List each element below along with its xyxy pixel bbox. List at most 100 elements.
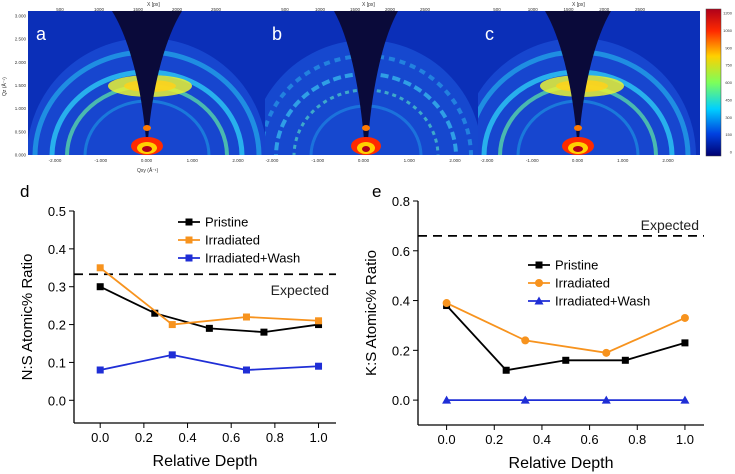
data-point-pristine: [621, 356, 629, 364]
colorbar-tick-label: 1050: [723, 28, 733, 33]
chart-e: e 0.0 0.2 0.4 0.6 0.8 1.0 0.0 0.2 0.4 0.6 0.8 Relat…: [363, 182, 704, 472]
y-tick-label: 0.2: [48, 318, 66, 333]
heatmap-top-tick-label: 1000: [94, 7, 105, 12]
data-point-wash: [242, 366, 250, 374]
heatmap-bottom-tick-label: 2.000: [232, 158, 244, 163]
x-tick-label: 0.0: [438, 432, 456, 447]
legend-marker-wash: [185, 254, 193, 262]
x-tick-label: 0.4: [533, 432, 551, 447]
heatmap-left-axis: Qz (Å⁻¹) 3.000 2.500 2.000 1.500 1.000 0.500 0…: [1, 14, 26, 158]
colorbar-tick-label: 150: [725, 132, 732, 137]
legend-label-pristine: Pristine: [555, 258, 598, 273]
x-tick-label: 0.4: [178, 430, 196, 445]
heatmap-left-tick-label: 2.000: [15, 60, 27, 65]
heatmap-top-tick-label: 500: [281, 7, 289, 12]
panel-label-e: e: [372, 182, 381, 201]
heatmap-left-tick-label: 2.500: [15, 37, 27, 42]
data-point-pristine: [205, 324, 213, 332]
legend-marker-irradiated: [185, 236, 193, 244]
heatmap-bottom-axis-title: Qxy (Å⁻¹): [137, 167, 159, 174]
y-tick-label: 0.8: [392, 194, 410, 209]
legend-label-wash: Irradiated+Wash: [205, 251, 300, 266]
x-tick-label: 0.8: [266, 430, 284, 445]
data-point-pristine: [96, 283, 104, 291]
x-tick-label: 0.0: [91, 430, 109, 445]
heatmap-bottom-axis: -2.000 -1.000 0.000 1.000 2.000 -2.000 -1.000 0…: [49, 158, 675, 174]
heatmap-bottom-tick-label: 0.000: [141, 158, 153, 163]
series-line-irradiated: [446, 302, 686, 354]
x-axis-label: Relative Depth: [509, 455, 614, 472]
y-tick-label: 0.4: [48, 242, 66, 257]
data-point-wash: [315, 362, 323, 370]
heatmap-bottom-tick-label: -1.000: [94, 158, 107, 163]
heatmap-top-tick-label: 2000: [599, 7, 610, 12]
y-tick-label: 0.0: [48, 393, 66, 408]
heatmap-top-tick-label: 2000: [385, 7, 396, 12]
data-point-irradiated: [521, 336, 530, 345]
heatmap-top-tick-label: 500: [493, 7, 501, 12]
data-point-pristine: [502, 366, 510, 374]
heatmap-bottom-tick-label: 1.000: [187, 158, 199, 163]
heatmap-left-tick-label: 0.500: [15, 129, 27, 134]
heatmap-top-tick-label: 1500: [133, 7, 144, 12]
heatmap-top-tick-label: 1000: [528, 7, 539, 12]
series-line-irradiated: [99, 267, 319, 326]
panel-label-b: b: [272, 24, 282, 44]
y-tick-label: 0.2: [392, 343, 410, 358]
x-tick-label: 1.0: [309, 430, 327, 445]
data-point-pristine: [151, 309, 159, 317]
heatmap-top-tick-label: 2500: [635, 7, 646, 12]
heatmap-top-tick-label: 1500: [563, 7, 574, 12]
y-tick-label: 0.6: [392, 244, 410, 259]
heatmap-bottom-tick-label: -2.000: [49, 158, 62, 163]
x-tick-label: 0.6: [581, 432, 599, 447]
y-tick-label: 0.3: [48, 280, 66, 295]
data-point-wash: [601, 395, 611, 404]
heatmap-bottom-tick-label: -2.000: [481, 158, 494, 163]
colorbar: 1200 1050 900 750 600 450 300 150 0: [705, 8, 733, 157]
heatmap-bottom-tick-label: -1.000: [526, 158, 539, 163]
giwaxs-heatmap-strip: X [px] X [px] X [px] 500 1000 1500 2000 2500…: [1, 2, 733, 174]
colorbar-tick-label: 0: [730, 150, 733, 155]
colorbar-tick-label: 300: [725, 115, 732, 120]
heatmap-bottom-tick-label: -2.000: [266, 158, 279, 163]
y-tick-label: 0.1: [48, 355, 66, 370]
heatmap-top-tick-label: 500: [56, 7, 64, 12]
chart-d: d 0.0 0.2 0.4 0.6 0.8 1.0 0.0 0.1 0.2 0.3 0.4 0.5 Re…: [19, 182, 336, 470]
data-point-wash: [680, 395, 690, 404]
colorbar-tick-label: 1200: [723, 11, 733, 16]
heatmap-top-axis-title: X [px]: [362, 2, 375, 8]
data-point-pristine: [260, 328, 268, 336]
data-point-wash: [168, 351, 176, 359]
data-point-pristine: [562, 356, 570, 364]
panel-label-c: c: [485, 24, 494, 44]
heatmap-panel-a: [28, 11, 265, 155]
data-point-irradiated: [242, 313, 250, 321]
data-point-wash: [520, 395, 530, 404]
x-tick-label: 0.2: [485, 432, 503, 447]
heatmap-left-tick-label: 1.500: [15, 83, 27, 88]
heatmap-top-tick-label: 1000: [315, 7, 326, 12]
heatmap-bottom-tick-label: 1.000: [404, 158, 416, 163]
colorbar-tick-label: 600: [725, 80, 732, 85]
legend-label-pristine: Pristine: [205, 215, 248, 230]
heatmap-top-tick-label: 2500: [420, 7, 431, 12]
heatmap-top-axis: X [px] X [px] X [px] 500 1000 1500 2000 2500…: [56, 2, 645, 12]
heatmap-bottom-tick-label: -1.000: [311, 158, 324, 163]
heatmap-top-tick-label: 2000: [172, 7, 183, 12]
heatmap-bottom-tick-label: 2.000: [662, 158, 674, 163]
colorbar-tick-label: 750: [725, 63, 732, 68]
y-tick-label: 0.5: [48, 204, 66, 219]
legend-label-wash: Irradiated+Wash: [555, 294, 650, 309]
legend-marker-irradiated: [535, 279, 543, 287]
colorbar-tick-label: 900: [725, 45, 732, 50]
data-point-irradiated: [96, 264, 104, 272]
panel-label-a: a: [36, 24, 47, 44]
legend-label-irradiated: Irradiated: [555, 276, 610, 291]
data-point-pristine: [681, 339, 689, 347]
heatmap-top-axis-title: X [px]: [147, 2, 160, 8]
data-point-irradiated: [168, 321, 176, 329]
data-point-pristine: [315, 321, 323, 329]
heatmap-top-tick-label: 2500: [211, 7, 222, 12]
heatmap-left-tick-label: 3.000: [15, 14, 27, 19]
